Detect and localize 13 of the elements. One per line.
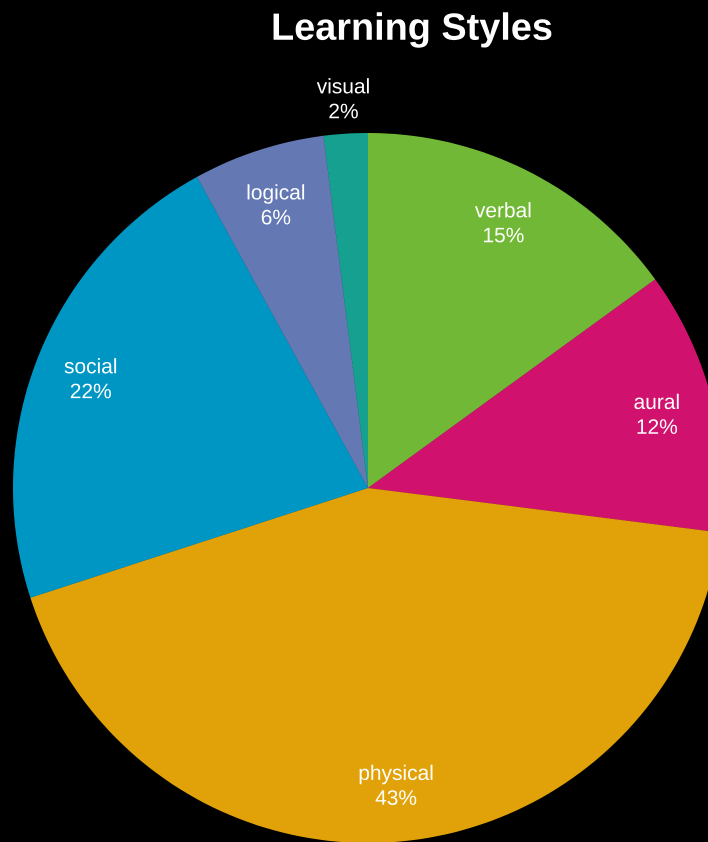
slice-label: logical: [248, 184, 304, 204]
data-label: 15%: [484, 228, 524, 242]
data-label: 43%: [376, 790, 416, 805]
chart-title: Learning Styles: [274, 12, 552, 48]
data-label: 12%: [637, 419, 678, 434]
data-label: 6%: [262, 210, 290, 225]
slice-label: social: [64, 358, 116, 374]
data-label: 22%: [70, 384, 111, 398]
slice-label: verbal: [474, 202, 530, 218]
data-label: 2%: [329, 104, 358, 118]
slice-label: physical: [360, 764, 432, 784]
slice-label: aural: [634, 394, 679, 410]
slice-label: visual: [316, 78, 369, 94]
